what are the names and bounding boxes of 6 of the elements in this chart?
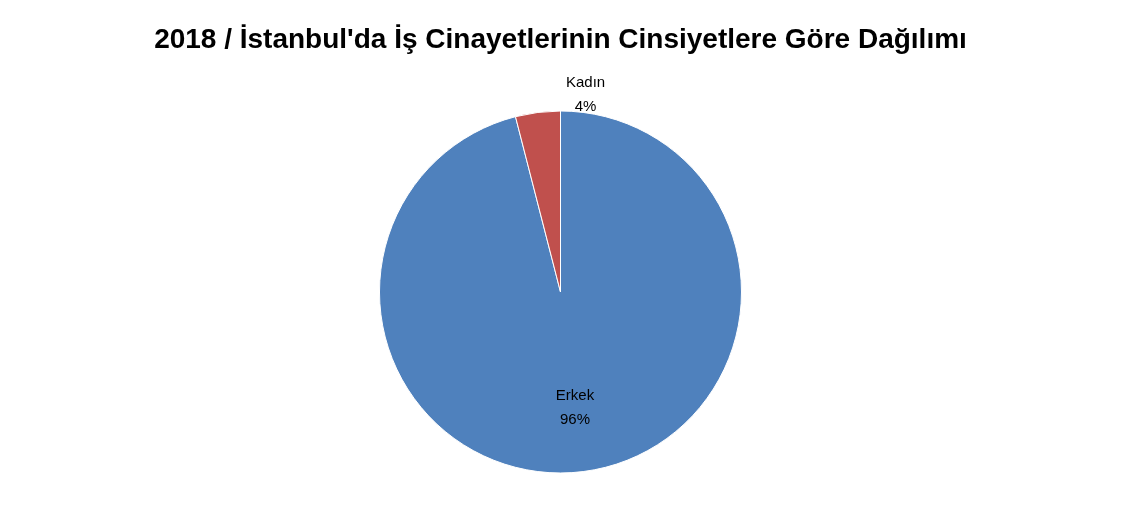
slice-label: Erkek: [555, 385, 595, 403]
pie-slice: [379, 110, 742, 474]
chart-title: 2018 / İstanbul'da İş Cinayetlerinin Cinsiyetlere Göre Dağılımı: [154, 23, 967, 54]
slice-label: Kadın: [565, 72, 606, 90]
data-label: 96%: [560, 409, 591, 427]
data-label: 4%: [574, 96, 597, 114]
